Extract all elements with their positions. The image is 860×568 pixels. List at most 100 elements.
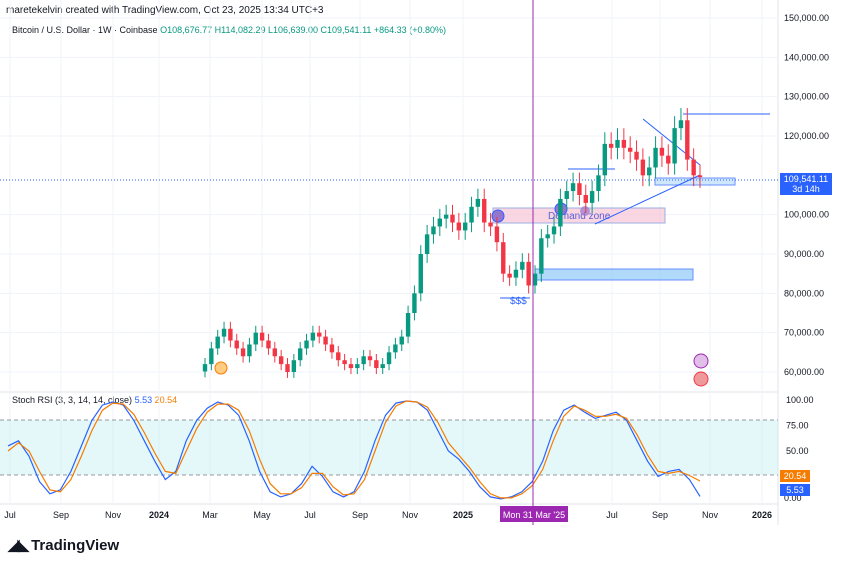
flash-event-icon[interactable] <box>693 353 709 369</box>
current-range-box[interactable] <box>654 177 736 186</box>
candle-body[interactable] <box>355 364 360 369</box>
candle-body[interactable] <box>462 222 468 231</box>
candle-body[interactable] <box>253 332 258 345</box>
candle-body[interactable] <box>418 254 423 294</box>
candle-body[interactable] <box>221 328 227 337</box>
candle-body[interactable] <box>456 222 462 231</box>
candle-body[interactable] <box>627 147 633 152</box>
candle-body[interactable] <box>596 175 601 192</box>
candle-body[interactable] <box>577 183 582 195</box>
candle-body[interactable] <box>317 332 322 337</box>
candle-body[interactable] <box>228 328 233 341</box>
candle-body[interactable] <box>374 360 379 369</box>
candle-body[interactable] <box>672 128 677 164</box>
candle-body[interactable] <box>602 143 608 176</box>
candle-body[interactable] <box>240 348 246 357</box>
candle-body[interactable] <box>482 198 487 223</box>
candle-body[interactable] <box>367 356 373 361</box>
candle-body[interactable] <box>640 159 646 176</box>
candle-body[interactable] <box>443 214 449 219</box>
candle-body[interactable] <box>608 143 614 148</box>
candle-body[interactable] <box>469 206 474 223</box>
candle-body[interactable] <box>361 356 366 365</box>
stoch-rsi-d-line[interactable] <box>7 400 701 499</box>
candle-body[interactable] <box>399 336 404 345</box>
candle-body[interactable] <box>393 344 398 353</box>
event-marker[interactable] <box>214 361 228 375</box>
candle-body[interactable] <box>589 191 595 203</box>
candle-body[interactable] <box>615 139 620 148</box>
candle-body[interactable] <box>558 198 563 227</box>
candle-body[interactable] <box>329 344 335 353</box>
candle-body[interactable] <box>507 273 512 278</box>
price-axis[interactable]: 150,000.00 140,000.00 130,000.00 120,000.00… <box>784 13 829 377</box>
candle-body[interactable] <box>634 151 639 160</box>
candle-body[interactable] <box>247 344 252 357</box>
candle-body[interactable] <box>450 214 455 223</box>
candle-body[interactable] <box>647 167 652 176</box>
stoch-rsi-k-line[interactable] <box>7 400 701 500</box>
demand-marker-3[interactable] <box>580 206 590 216</box>
candle-body[interactable] <box>323 336 328 345</box>
candle-body[interactable] <box>348 364 354 369</box>
candle-body[interactable] <box>310 332 316 341</box>
candle-body[interactable] <box>488 222 493 227</box>
candle-body[interactable] <box>653 147 658 168</box>
candle-body[interactable] <box>513 269 519 278</box>
candle-body[interactable] <box>202 364 208 372</box>
candle-body[interactable] <box>697 175 703 178</box>
candle-body[interactable] <box>583 195 588 203</box>
symbol-name[interactable]: Bitcoin / U.S. Dollar · 1W · Coinbase <box>12 25 158 35</box>
candle-body[interactable] <box>666 155 671 164</box>
stoch-rsi-legend[interactable]: Stoch RSI (3, 3, 14, 14, close) 5.53 20.… <box>12 395 177 405</box>
candle-body[interactable] <box>272 348 278 357</box>
lower-support-box[interactable] <box>534 268 694 281</box>
candle-body[interactable] <box>621 139 627 148</box>
uptrend-line[interactable] <box>594 174 701 225</box>
candle-body[interactable] <box>520 261 525 270</box>
candle-body[interactable] <box>685 120 690 160</box>
candle-body[interactable] <box>551 226 557 235</box>
candle-body[interactable] <box>291 360 297 372</box>
candle-body[interactable] <box>278 356 284 365</box>
us-flag-icon[interactable] <box>693 371 709 387</box>
candle-body[interactable] <box>437 218 443 227</box>
candle-body[interactable] <box>342 360 347 365</box>
candle-body[interactable] <box>297 348 303 361</box>
candle-body[interactable] <box>234 340 239 349</box>
candle-body[interactable] <box>545 234 550 239</box>
candle-body[interactable] <box>475 198 481 207</box>
candle-body[interactable] <box>526 261 531 286</box>
downtrend-line[interactable] <box>642 118 701 166</box>
time-tick-label: Jul <box>4 510 16 520</box>
candle-body[interactable] <box>215 336 220 349</box>
candle-body[interactable] <box>532 273 538 286</box>
candle-body[interactable] <box>336 352 341 361</box>
candle-body[interactable] <box>691 159 696 176</box>
tradingview-footer[interactable]: ◢◣ TradingView <box>8 536 119 555</box>
candle-body[interactable] <box>570 183 576 192</box>
price-candles[interactable] <box>202 108 703 378</box>
stoch-rsi-lines[interactable] <box>7 400 701 500</box>
candle-body[interactable] <box>209 348 214 365</box>
candle-body[interactable] <box>386 352 392 365</box>
time-axis[interactable]: Jul Sep Nov 2024 Mar May Jul Sep Nov 2025 Jul Sep No… <box>4 510 772 520</box>
candle-body[interactable] <box>259 332 265 341</box>
candle-body[interactable] <box>285 364 290 372</box>
candle-body[interactable] <box>494 226 500 243</box>
candle-body[interactable] <box>424 234 430 254</box>
candle-body[interactable] <box>405 313 411 337</box>
candle-body[interactable] <box>380 364 385 369</box>
candle-body[interactable] <box>431 226 436 235</box>
candle-body[interactable] <box>304 340 309 349</box>
candle-body[interactable] <box>266 340 271 349</box>
candle-body[interactable] <box>564 191 569 199</box>
candle-body[interactable] <box>539 238 544 274</box>
candle-body[interactable] <box>659 147 665 156</box>
candle-body[interactable] <box>678 120 684 129</box>
demand-marker-1[interactable] <box>491 209 505 223</box>
candle-body[interactable] <box>501 242 506 274</box>
candle-body[interactable] <box>412 293 417 313</box>
